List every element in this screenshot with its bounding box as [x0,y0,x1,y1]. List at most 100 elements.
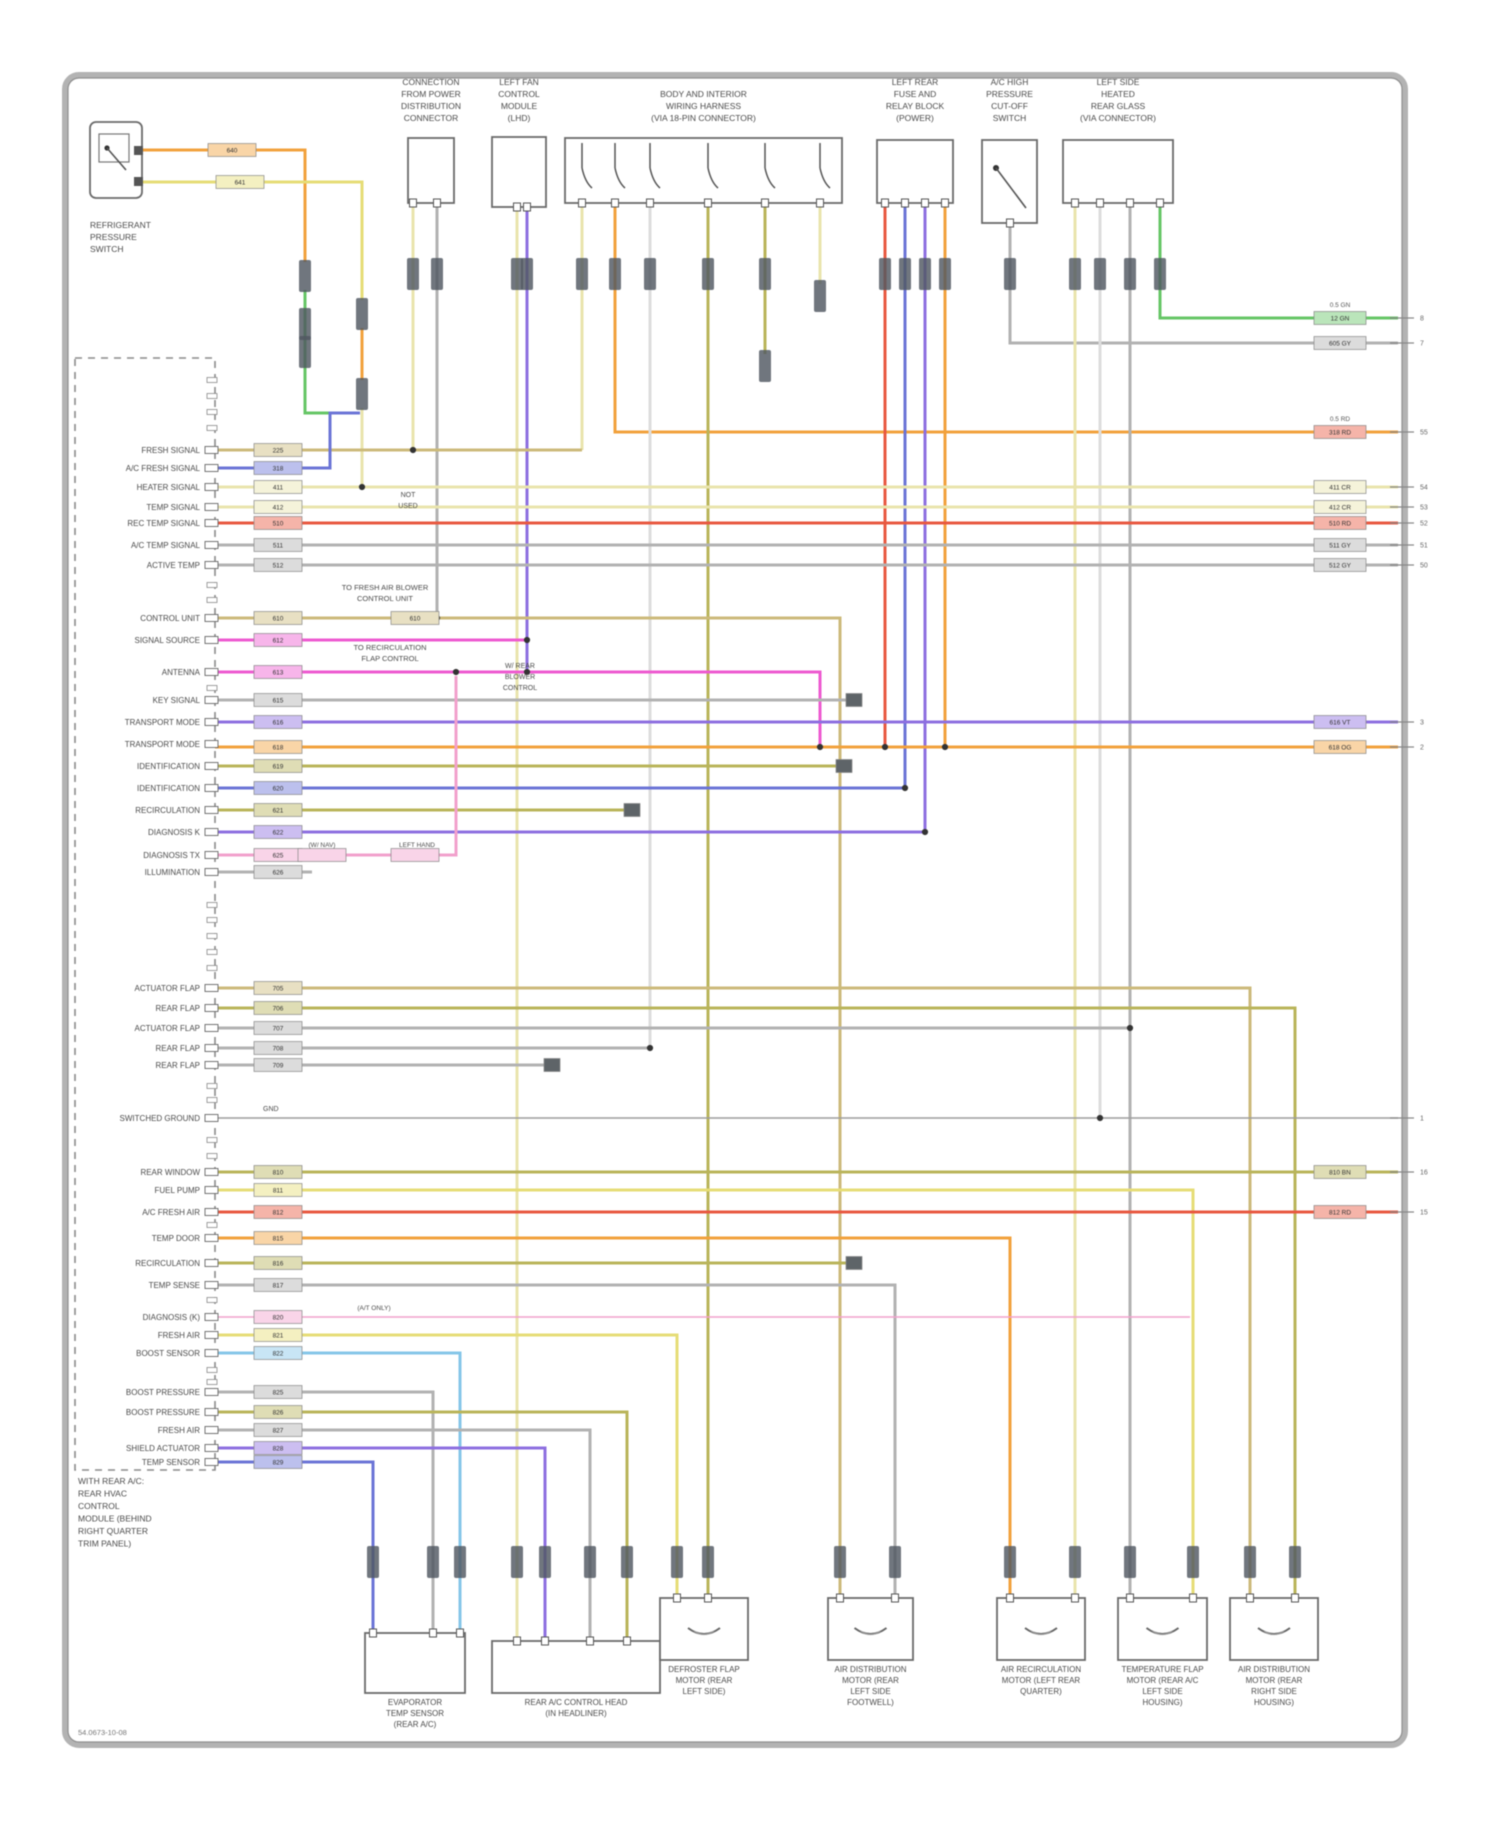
exit-chip [1313,480,1367,494]
module-pin-tick [204,984,219,992]
module-pin-tick [206,425,218,431]
wire-code-chip [253,611,303,625]
module-pin-tick [204,1186,219,1194]
module-pin-tick [204,464,219,472]
component-label: CONNECTOR [404,113,459,123]
hvac-control-module: FRESH SIGNAL A/C FRESH SIGNAL HEATER SIGNA… [74,357,219,1549]
exit-code-text: 812 RD [1329,1210,1351,1217]
wire-code-text: 825 [273,1390,284,1397]
exit-code-text: 512 GY [1329,563,1352,570]
wire-code-chip [253,1385,303,1399]
module-pin-label: ACTUATOR FLAP [135,1024,201,1033]
module-pin-tick [204,1458,219,1466]
component-label: PRESSURE [90,232,137,242]
component-label: CUT-OFF [991,101,1028,111]
wire-code-chip [254,558,302,572]
component-label: TEMP SENSOR [386,1709,444,1718]
module-boundary [74,357,216,1471]
module-pin-tick [206,1222,218,1228]
component-pin [646,198,654,208]
component-pin [623,1636,631,1646]
component-label: (POWER) [896,113,934,123]
junction-dot [816,743,824,751]
exit-chip [1313,336,1367,350]
module-pin-tick [204,740,219,748]
motor-flap-icon [1030,1630,1052,1636]
exit-chip [1313,740,1367,754]
module-pin-label: BOOST PRESSURE [126,1408,200,1417]
component-box [1062,139,1174,204]
wire [140,148,307,262]
module-pin-tick [204,483,219,491]
component-pin [134,177,143,186]
module-pin-tick [204,561,219,569]
wires [140,148,1398,1641]
wire-code-chip [253,538,303,552]
module-pin-tick [204,1168,219,1176]
exit-chip [1314,516,1366,530]
bottom-component-1: REAR A/C CONTROL HEAD (IN HEADLINER) [491,1636,661,1718]
wire-code-chip [254,443,302,457]
wire-code-chip [543,1058,561,1072]
module-pin-label: REAR FLAP [156,1061,200,1070]
component-pin [816,198,824,208]
module-pin-tick [204,519,219,527]
note-text: USED [398,503,417,510]
module-pin-tick [204,446,219,454]
wire-code-chip [254,611,302,625]
junction-dot [881,743,889,751]
wire-code-chip [253,1278,303,1292]
page-border [62,72,1408,1748]
component-label: (VIA CONNECTOR) [1080,113,1156,123]
bottom-component-4: AIR RECIRCULATION MOTOR (LEFT REAR QUARTER… [996,1593,1086,1696]
wire-code-chip [254,1385,302,1399]
exit-chip [1314,425,1366,439]
wire-code-text: 621 [273,808,284,815]
module-pin-label: TEMP SIGNAL [146,503,200,512]
inline-connector-stub [1094,258,1106,290]
connector-contact-hook [614,167,626,189]
bottom-component-6: AIR DISTRIBUTION MOTOR (REAR RIGHT SIDE HOU… [1229,1593,1319,1707]
wire-code-chip [254,781,302,795]
component-label: (VIA 18-PIN CONNECTOR) [651,113,756,123]
junction-dot [523,668,531,676]
wire-code-chip [254,480,302,494]
wire-code-chip [253,1165,303,1179]
wire-code-chip [253,1205,303,1219]
module-pin-tick [204,851,219,859]
module-pin-tick [204,1024,219,1032]
component-pin [134,146,143,155]
module-pin-label: ILLUMINATION [145,868,201,877]
inline-connector-stub [431,258,443,290]
exit-pin-number: 50 [1420,563,1428,570]
inline-connector-stub [299,308,311,340]
inline-connector-stub [1069,258,1081,290]
wire-code-chip [253,665,303,679]
component-label: REFRIGERANT [90,220,151,230]
module-pin-label: REC TEMP SIGNAL [127,519,200,528]
component-label: WIRING HARNESS [666,101,741,111]
wire-code-text: 827 [273,1428,284,1435]
note-text: W/ REAR [505,663,535,670]
wire-code-chip [254,1256,302,1270]
inline-connector-stub [511,258,523,290]
wire-code-chip [390,848,440,862]
wire-code-text: 815 [273,1236,284,1243]
component-label: DEFROSTER FLAP [668,1665,740,1674]
inline-connector-stub [427,1546,439,1578]
junction-dot [1096,1114,1104,1122]
wire-code-chip [254,693,302,707]
junction-dot [901,784,909,792]
exit-pin-number: 15 [1420,1210,1428,1217]
wire-code-chip [253,1256,303,1270]
wire-code-chip [391,848,439,862]
component-pin [1071,1593,1079,1603]
module-pin-label: FUEL PUMP [155,1186,201,1195]
wire-code-text: 812 [273,1210,284,1217]
wire-code-chip [254,1183,302,1197]
exit-code-text: 318 RD [1329,430,1351,437]
component-pin [1291,1593,1299,1603]
wire [215,1006,1297,1598]
wire-code-chip [253,633,303,647]
inline-notes: TO FRESH AIR BLOWER CONTROL UNIT TO RECIRC… [263,492,537,1312]
